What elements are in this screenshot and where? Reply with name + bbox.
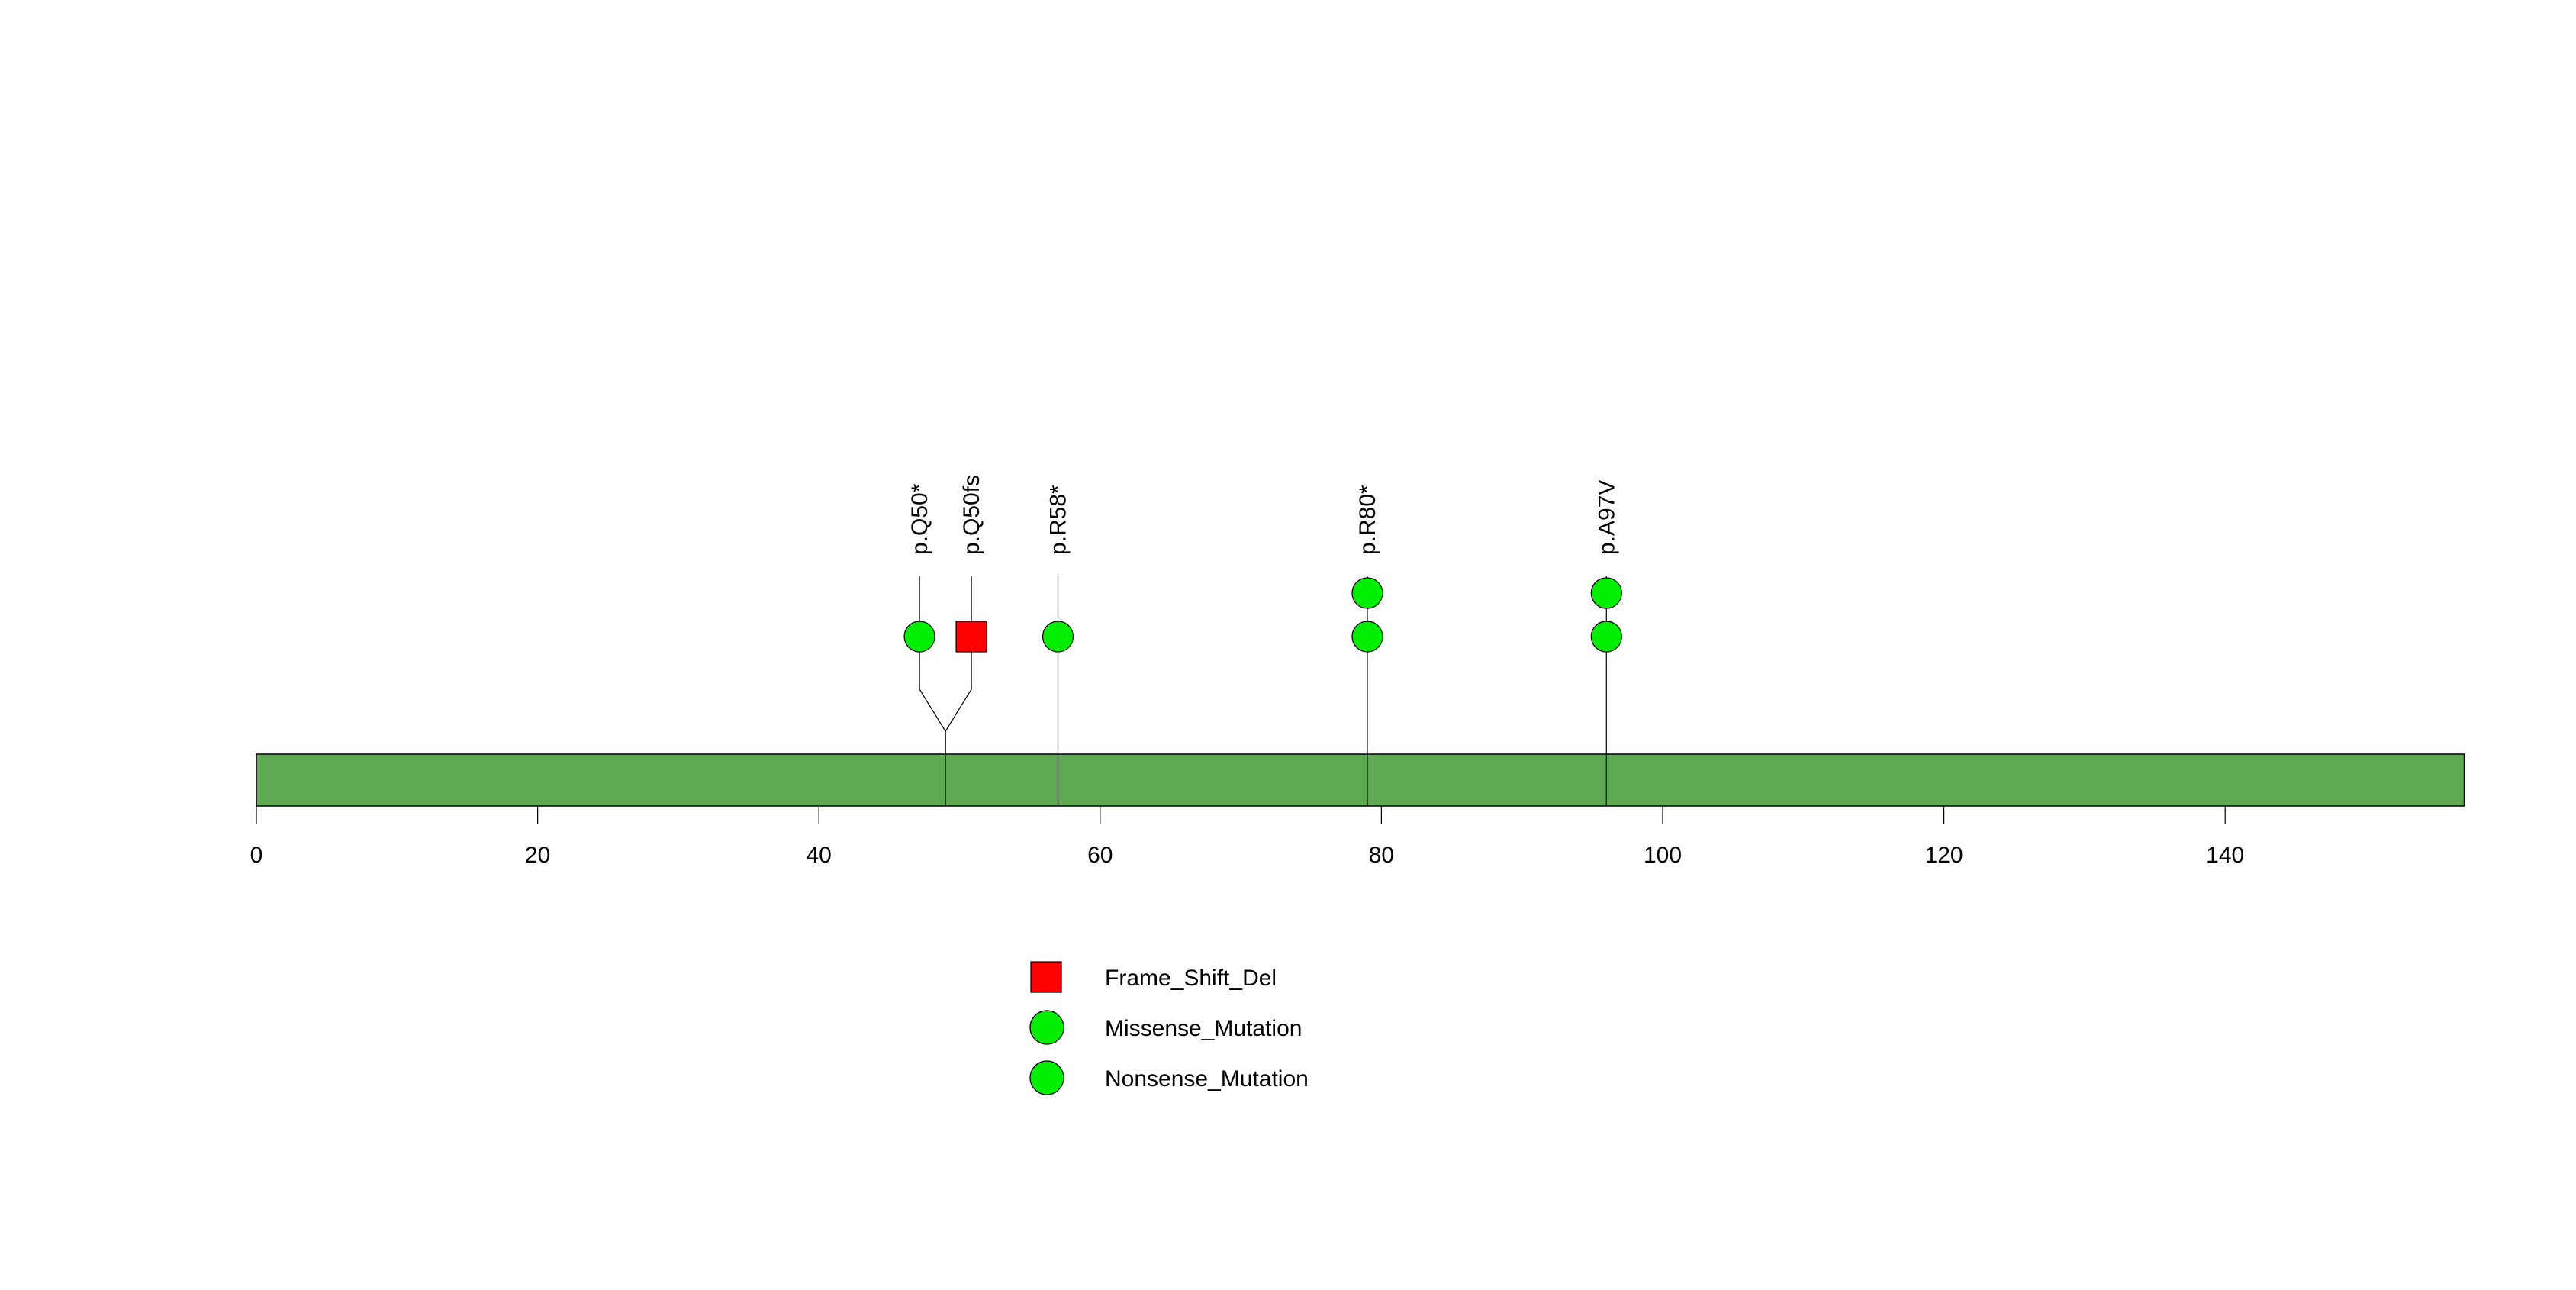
x-tick-label: 0 xyxy=(250,843,263,868)
mutation-marker xyxy=(1351,621,1383,653)
mutation-marker xyxy=(1590,577,1622,609)
legend-circle-icon xyxy=(1029,1060,1064,1095)
x-tick-label: 80 xyxy=(1369,843,1394,868)
mutation-marker xyxy=(1351,577,1383,609)
legend-circle-icon xyxy=(1029,1010,1064,1045)
legend-label: Missense_Mutation xyxy=(1105,1016,1302,1041)
legend: Frame_Shift_Del Missense_Mutation Nonsense… xyxy=(1029,961,1309,1095)
x-tick-label: 100 xyxy=(1644,843,1682,868)
mutation-marker xyxy=(1042,621,1074,653)
protein-domain-bar xyxy=(256,753,2465,807)
x-tick-label: 120 xyxy=(1925,843,1963,868)
mutation-label: p.Q50fs xyxy=(959,475,984,555)
mutation-label: p.A97V xyxy=(1594,480,1619,555)
bar-position-lines xyxy=(945,754,1607,806)
x-axis: 0 20 40 60 80 100 120 140 xyxy=(250,806,2244,868)
legend-label: Frame_Shift_Del xyxy=(1105,966,1277,991)
mutation-stick xyxy=(945,576,972,754)
mutation-markers xyxy=(903,577,1622,653)
x-tick-label: 20 xyxy=(525,843,550,868)
legend-square-icon xyxy=(1030,961,1062,993)
mutation-label: p.Q50* xyxy=(907,483,932,555)
mutation-label: p.R58* xyxy=(1046,485,1071,555)
x-tick-label: 40 xyxy=(807,843,832,868)
legend-label: Nonsense_Mutation xyxy=(1105,1066,1309,1092)
x-tick-label: 60 xyxy=(1087,843,1113,868)
mutation-label: p.R80* xyxy=(1355,485,1380,555)
mutation-marker xyxy=(903,621,935,653)
mutation-labels: p.Q50* p.Q50fs p.R58* p.R80* p.A97V xyxy=(907,475,1619,555)
mutation-stick xyxy=(919,576,946,754)
mutation-marker xyxy=(1590,621,1622,653)
frame-shift-marker xyxy=(955,621,987,653)
x-tick-label: 140 xyxy=(2206,843,2244,868)
mutation-sticks xyxy=(919,576,1607,754)
